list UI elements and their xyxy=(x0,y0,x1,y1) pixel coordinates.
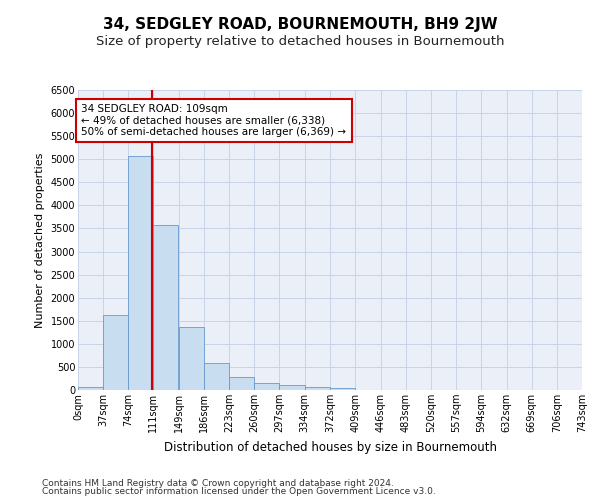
X-axis label: Distribution of detached houses by size in Bournemouth: Distribution of detached houses by size … xyxy=(163,440,497,454)
Bar xyxy=(305,386,329,390)
Text: Contains HM Land Registry data © Crown copyright and database right 2024.: Contains HM Land Registry data © Crown c… xyxy=(42,478,394,488)
Bar xyxy=(128,156,153,390)
Bar xyxy=(254,383,280,390)
Bar xyxy=(280,386,305,390)
Text: 34 SEDGLEY ROAD: 109sqm
← 49% of detached houses are smaller (6,338)
50% of semi: 34 SEDGLEY ROAD: 109sqm ← 49% of detache… xyxy=(82,104,346,137)
Bar xyxy=(153,225,178,390)
Text: Size of property relative to detached houses in Bournemouth: Size of property relative to detached ho… xyxy=(96,35,504,48)
Bar xyxy=(179,326,204,390)
Text: 34, SEDGLEY ROAD, BOURNEMOUTH, BH9 2JW: 34, SEDGLEY ROAD, BOURNEMOUTH, BH9 2JW xyxy=(103,18,497,32)
Text: Contains public sector information licensed under the Open Government Licence v3: Contains public sector information licen… xyxy=(42,487,436,496)
Bar xyxy=(331,388,355,390)
Y-axis label: Number of detached properties: Number of detached properties xyxy=(35,152,45,328)
Bar xyxy=(103,315,128,390)
Bar xyxy=(204,364,229,390)
Bar xyxy=(78,386,103,390)
Bar xyxy=(229,378,254,390)
